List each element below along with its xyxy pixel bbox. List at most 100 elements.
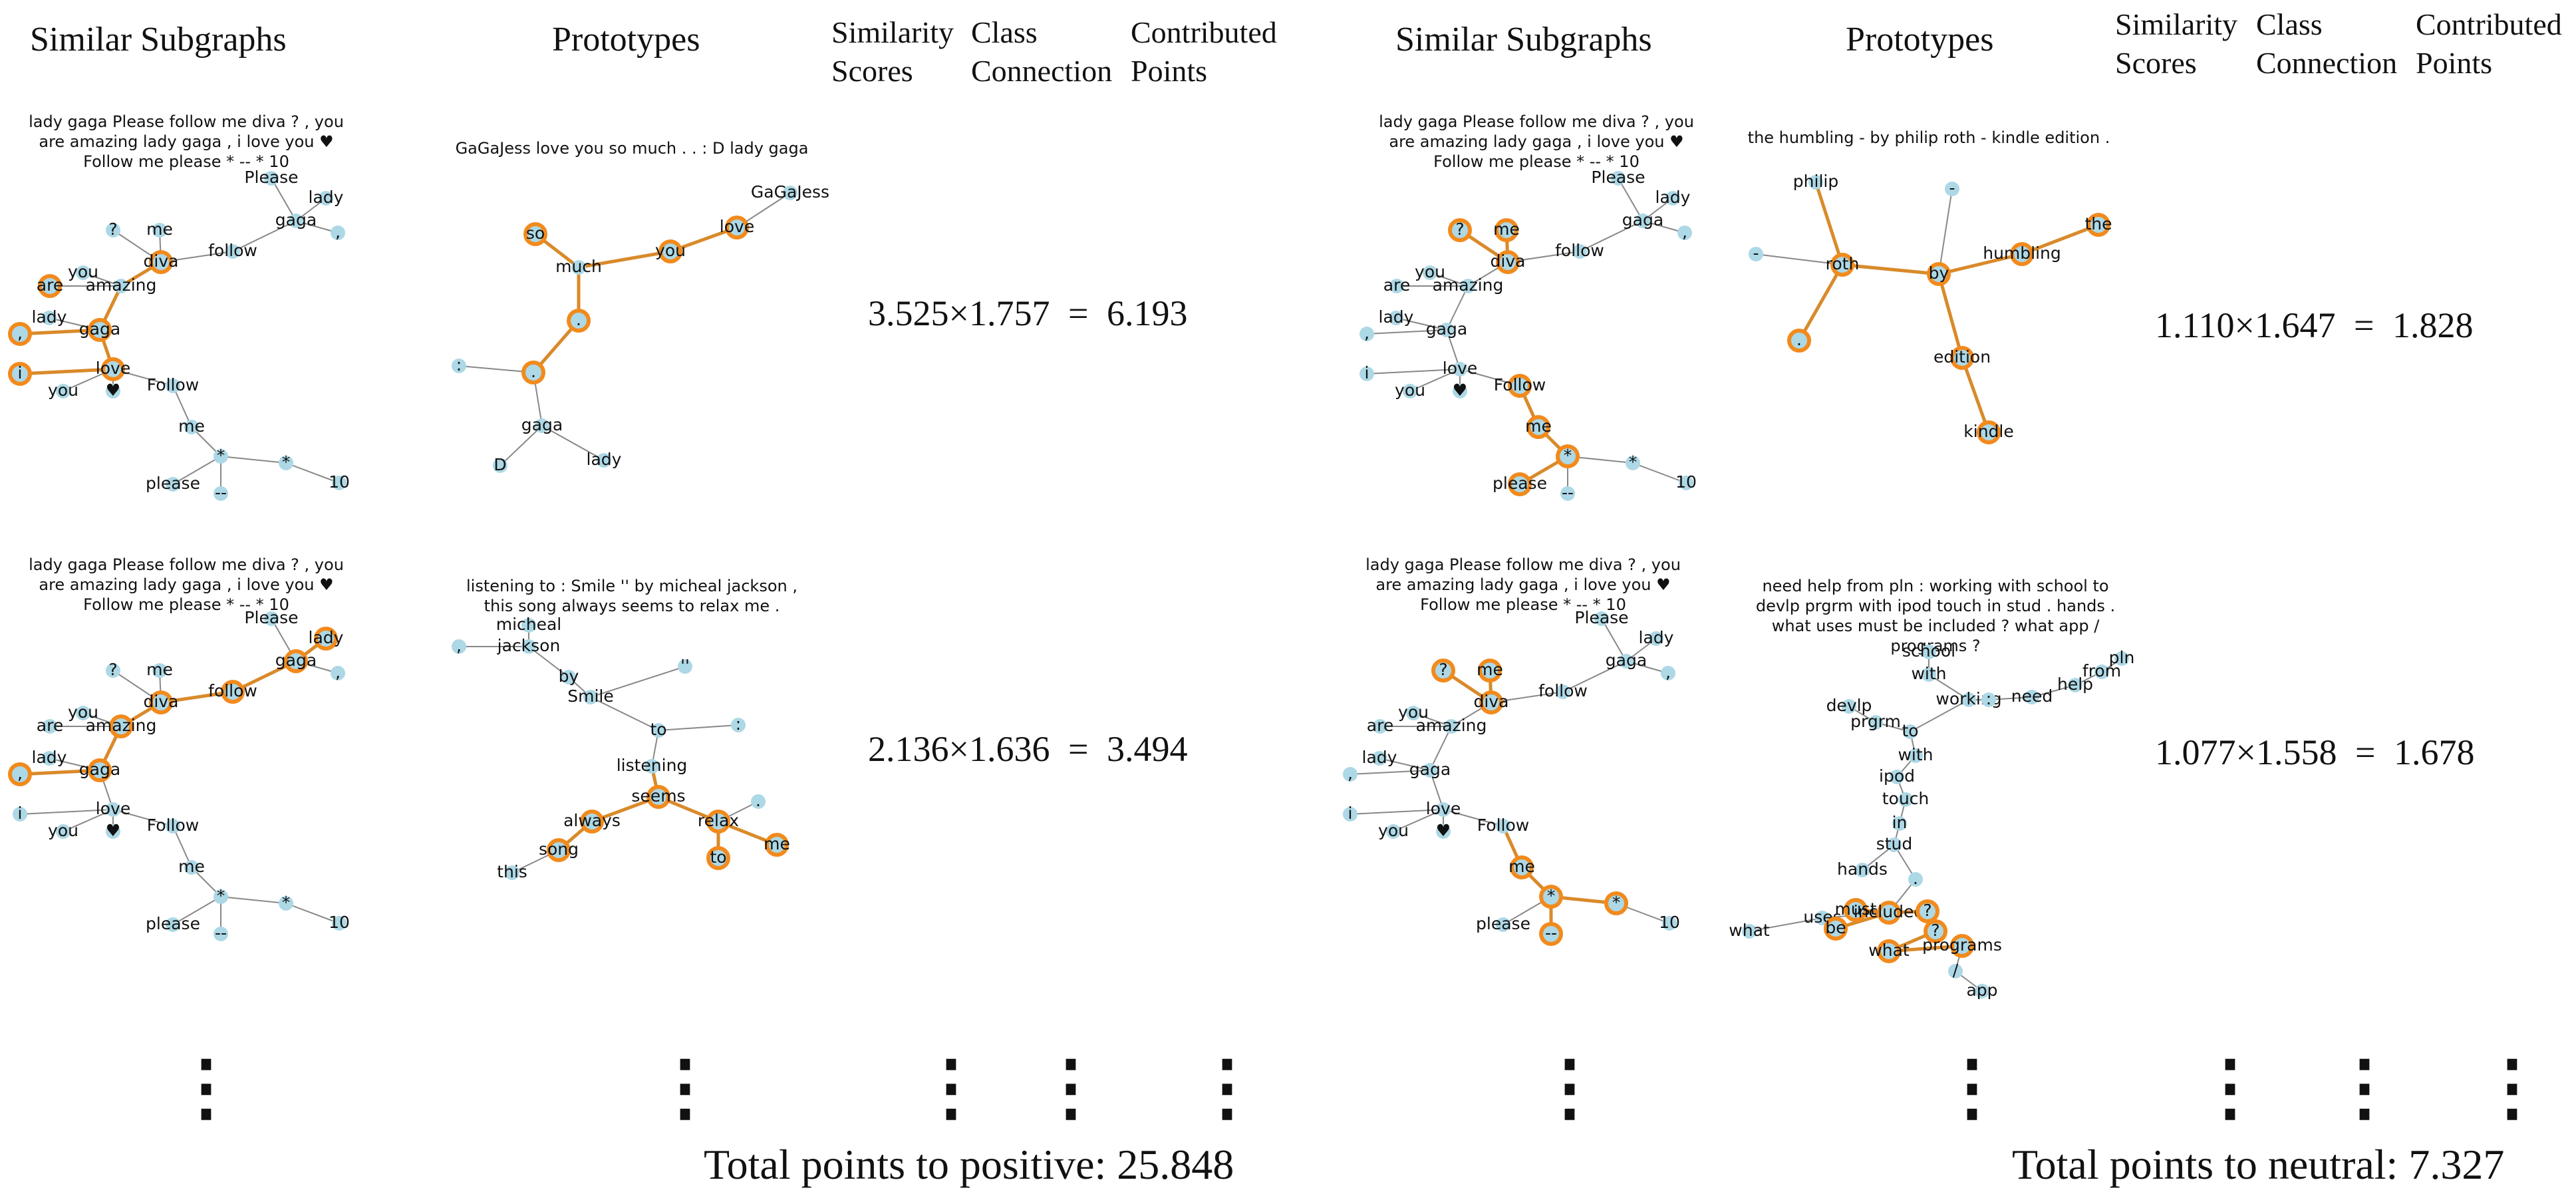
- highlighted-node: [1950, 934, 1974, 958]
- score-row-r2: 1.077×1.558 = 1.678: [2155, 732, 2474, 773]
- graph-node: [571, 260, 586, 275]
- highlighted-node: [8, 322, 32, 346]
- node-label: '': [680, 656, 690, 675]
- header-class-connection: Class Connection: [971, 15, 1113, 88]
- node-label: love: [96, 359, 130, 378]
- node-label: ♥: [1436, 821, 1451, 840]
- node-label: so: [526, 224, 545, 243]
- graph-node: [1423, 763, 1437, 778]
- node-label: :: [1986, 689, 1991, 708]
- node-label: /: [1953, 961, 1959, 980]
- node-label: i: [1348, 804, 1353, 823]
- node-label: ♥: [106, 821, 120, 840]
- graph-node: [214, 889, 228, 904]
- node-label: diva: [144, 251, 179, 271]
- highlighted-edge: [19, 367, 114, 376]
- graph-node: [1423, 265, 1437, 280]
- graph-node: [1961, 692, 1976, 707]
- node-label: lady: [1655, 188, 1691, 207]
- node-label: roth: [1826, 254, 1860, 273]
- highlighted-node: [580, 810, 604, 833]
- graph-node: [76, 265, 90, 280]
- graph-node: [279, 456, 293, 470]
- highlighted-node: [706, 810, 730, 833]
- node-label: *: [282, 893, 291, 912]
- node-label: prgrm: [1850, 712, 1901, 731]
- node-label: you: [1415, 262, 1445, 281]
- graph-node: [1386, 824, 1401, 839]
- node-label: to: [1902, 721, 1918, 740]
- graph-edge: [19, 809, 114, 815]
- graph-node: [331, 225, 345, 240]
- graph-node: [56, 824, 71, 839]
- graph-node: [1453, 384, 1467, 398]
- node-label: amazing: [1433, 275, 1504, 295]
- node-label: gaga: [79, 760, 120, 779]
- graph-node: [1444, 719, 1459, 734]
- node-label: ♥: [1453, 380, 1467, 400]
- graph-node: [264, 171, 279, 186]
- node-label: me: [146, 660, 173, 679]
- node-label: please: [1493, 474, 1547, 493]
- graph-node: [184, 420, 199, 434]
- node-label: diva: [1474, 692, 1509, 711]
- node-label: me: [1508, 857, 1535, 876]
- equals-symbol: =: [2355, 732, 2376, 772]
- graph-node: [1360, 327, 1374, 341]
- node-label: *: [1564, 446, 1572, 465]
- graph-edge: [1910, 699, 1969, 732]
- node-label: app: [1966, 980, 1997, 1000]
- graph-node: [43, 719, 57, 734]
- graph-node: [76, 706, 90, 720]
- node-label: ?: [108, 660, 117, 679]
- score-row-l2: 2.136×1.636 = 3.494: [868, 728, 1187, 770]
- node-label: lady: [587, 450, 622, 469]
- subgraph-caption-r1: lady gaga Please follow me diva ? , you …: [1379, 112, 1694, 171]
- highlighted-node: [567, 309, 591, 333]
- graph-node: [264, 611, 279, 626]
- graph-node: [106, 802, 120, 817]
- node-label: gaga: [275, 210, 317, 229]
- node-label: --: [215, 483, 227, 502]
- graph-edge: [2031, 684, 2076, 698]
- node-label: kindle: [1963, 422, 2013, 441]
- graph-edge: [458, 365, 534, 373]
- graph-node: [13, 807, 27, 822]
- graph-node: [56, 384, 71, 398]
- highlighted-node: [1556, 444, 1580, 468]
- graph-node: [332, 476, 347, 490]
- node-label: lady: [1379, 307, 1414, 327]
- graph-node: [152, 223, 167, 237]
- node-label: love: [1426, 799, 1461, 818]
- highlighted-node: [149, 690, 173, 714]
- node-label: edition: [1933, 347, 1991, 367]
- node-label: love: [720, 217, 754, 236]
- equals-symbol: =: [2353, 305, 2374, 345]
- graph-edge: [1443, 809, 1504, 827]
- total-positive-label: Total points to positive:: [704, 1141, 1107, 1188]
- total-neutral-label: Total points to neutral:: [2012, 1141, 2398, 1188]
- node-label: .: [576, 310, 581, 329]
- total-neutral-value: 7.327: [2408, 1141, 2505, 1188]
- node-label: programs: [1922, 935, 2002, 955]
- highlighted-node: [38, 274, 62, 298]
- graph-node: [1808, 175, 1823, 190]
- graph-edge: [232, 220, 297, 252]
- graph-node: [166, 477, 180, 492]
- graph-node: [2094, 665, 2109, 679]
- contributed-points: 1.828: [2392, 305, 2474, 345]
- graph-node: [561, 670, 576, 684]
- class-connection-score: 1.558: [2255, 732, 2337, 772]
- node-label: Follow: [147, 375, 199, 394]
- graph-node: [1922, 667, 1936, 682]
- graph-node: [1649, 631, 1663, 646]
- graph-edge: [285, 903, 340, 924]
- highlighted-node: [8, 762, 32, 786]
- node-label: always: [563, 811, 621, 830]
- graph-node: [783, 186, 797, 200]
- graph-node: [1661, 666, 1675, 680]
- highlighted-edge: [1937, 273, 1964, 359]
- node-label: help: [2057, 675, 2093, 694]
- graph-node: [1868, 715, 1883, 730]
